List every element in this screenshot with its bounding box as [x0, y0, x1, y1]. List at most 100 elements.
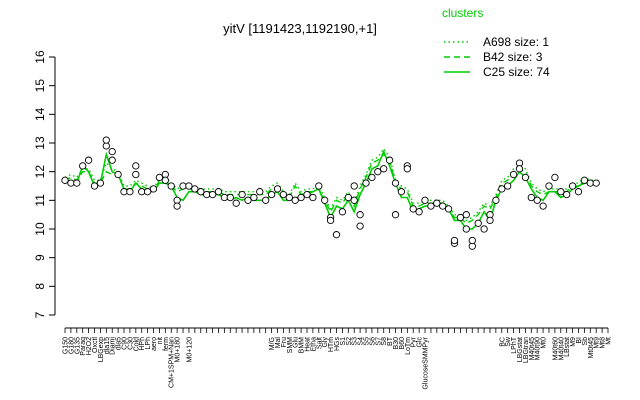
- data-point: [167, 182, 175, 190]
- x-tick-label: BI: [576, 337, 583, 344]
- plot-area: 7 8 9 10 11 12 13 14 15 16 G150G180G135ParaqH2O2Ox…: [33, 50, 613, 390]
- data-point: [557, 188, 565, 196]
- data-point: [350, 196, 358, 204]
- y-tick-label: 8: [33, 283, 47, 290]
- data-point: [321, 196, 329, 204]
- data-point: [397, 188, 406, 196]
- x-tick-label: LPh: [145, 337, 152, 350]
- data-point: [132, 170, 140, 179]
- x-tick-label: M/G: [269, 337, 276, 350]
- series-line-dotted: [64, 147, 597, 222]
- x-tick-label: S7: [375, 337, 382, 346]
- x-tick-label: M40t90: [535, 337, 542, 360]
- data-point: [303, 190, 311, 199]
- data-point: [409, 205, 417, 213]
- x-tick-label: LPhT: [511, 336, 518, 353]
- x-tick-label: S1: [340, 337, 347, 346]
- data-point: [492, 196, 500, 204]
- data-point: [232, 199, 240, 207]
- x-tick-label: Mal: [275, 337, 282, 349]
- x-tick-label: Sw: [505, 336, 512, 347]
- x-tick-label: BMM: [299, 337, 306, 354]
- data-point: [108, 156, 116, 164]
- x-tick-label: S2: [346, 337, 353, 346]
- x-tick-label: LoTm: [405, 337, 412, 355]
- y-tick-label: 9: [33, 254, 47, 261]
- x-tick-label: M40t40: [558, 337, 565, 360]
- y-tick-label: 14: [33, 107, 47, 121]
- x-tick-label: S4: [358, 337, 365, 346]
- data-point: [427, 202, 435, 210]
- data-point: [563, 190, 571, 199]
- x-tick-label: Diami: [110, 337, 117, 355]
- data-point: [279, 190, 288, 199]
- x-tick-label: Cold: [133, 337, 140, 352]
- data-point: [108, 147, 116, 156]
- data-point: [297, 193, 305, 202]
- data-point: [486, 216, 494, 225]
- data-point: [574, 188, 583, 196]
- data-point: [90, 182, 99, 190]
- y-tick-label: 15: [33, 79, 47, 93]
- legend-entry-label: C25 size: 74: [483, 65, 550, 79]
- x-tick-label: Paraq: [80, 337, 87, 356]
- x-tick-label: G135: [74, 337, 81, 354]
- x-tick-label: dla5: [116, 337, 123, 350]
- x-tick-label: ferm: [163, 337, 170, 351]
- x-tick-label: Fru: [281, 337, 288, 348]
- data-point: [285, 193, 293, 202]
- data-point: [220, 193, 229, 202]
- x-tick-label: M0+120: [186, 337, 193, 363]
- x-tick-label: M40t45: [529, 337, 536, 360]
- data-point: [73, 179, 81, 187]
- data-point: [551, 173, 559, 182]
- x-tick-label: M0+180: [175, 337, 182, 363]
- x-tick-label: SMM: [287, 337, 294, 354]
- x-tick-label: Mt0t45: [588, 337, 595, 359]
- legend-entry-label: A698 size: 1: [483, 35, 549, 49]
- data-point: [179, 182, 187, 190]
- data-point: [586, 179, 594, 187]
- data-point: [102, 136, 110, 144]
- data-point: [267, 190, 276, 199]
- data-point: [338, 208, 347, 216]
- data-point: [67, 179, 75, 187]
- data-point: [527, 193, 535, 202]
- x-tick-label: BT: [387, 336, 394, 346]
- chart-title: yitV [1191423,1192190,+1]: [223, 21, 377, 36]
- data-point: [315, 182, 323, 190]
- x-tick-label: LBGtran: [523, 337, 530, 363]
- x-tick-label: S8: [381, 337, 388, 346]
- y-tick-label: 16: [33, 50, 47, 64]
- x-tick-label: HPh: [139, 337, 146, 351]
- data-point: [403, 165, 411, 173]
- data-point: [480, 225, 488, 233]
- data-point: [143, 188, 152, 196]
- data-point: [132, 162, 140, 170]
- x-tick-label: BC: [499, 337, 506, 347]
- y-tick-label: 12: [33, 165, 47, 179]
- x-tick-label: G150: [63, 337, 70, 354]
- data-point: [161, 176, 169, 184]
- data-point: [238, 190, 246, 199]
- data-point: [580, 176, 589, 184]
- data-point: [444, 205, 453, 213]
- x-tick-label: GlucoseSMMPyr: [423, 336, 430, 389]
- x-tick-label: Mt9: [594, 337, 601, 349]
- x-tick-label: C90: [122, 337, 129, 350]
- x-tick-label: Pyr: [411, 336, 418, 347]
- data-point: [374, 168, 382, 176]
- legend-entry-label: B42 size: 3: [483, 50, 543, 64]
- data-point: [155, 173, 164, 182]
- x-tick-label: HGs: [334, 337, 341, 352]
- data-point: [208, 190, 217, 199]
- data-point: [356, 211, 364, 219]
- data-point: [362, 179, 370, 187]
- data-point: [521, 173, 530, 182]
- data-point: [203, 190, 211, 199]
- x-tick-label: Mt: [606, 337, 613, 345]
- data-point: [244, 196, 252, 204]
- data-point: [421, 196, 429, 204]
- data-point: [368, 173, 376, 182]
